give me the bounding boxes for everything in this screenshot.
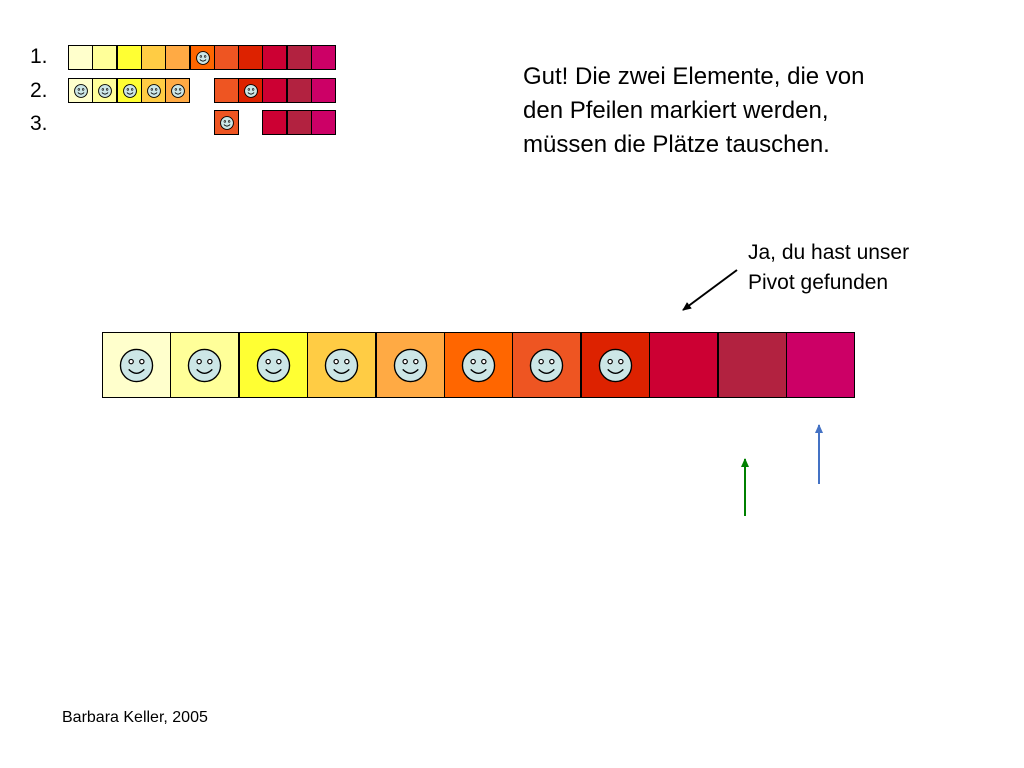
- smiley-face-icon: [324, 348, 359, 383]
- array-cell-2: [170, 332, 240, 398]
- smiley-face-icon: [219, 116, 234, 130]
- smiley-face-icon: [74, 84, 88, 98]
- pivot-pointer-arrow: [682, 269, 738, 311]
- smiley-face-icon: [256, 348, 291, 383]
- step-2-cell-11: [311, 78, 336, 103]
- step-1-cell-11: [311, 45, 336, 70]
- explanation-line-3: müssen die Plätze tauschen.: [523, 131, 830, 158]
- array-cell-9: [649, 332, 719, 398]
- smiley-face-icon: [393, 348, 427, 383]
- step-3-cell-11: [311, 110, 336, 135]
- array-cell-5: [375, 332, 445, 398]
- row-label-2: 2.: [30, 79, 48, 102]
- smiley-face-icon: [147, 84, 161, 98]
- smiley-face-icon: [119, 348, 154, 383]
- array-cell-1: [102, 332, 171, 398]
- row-label-1: 1.: [30, 45, 48, 68]
- array-cell-8: [580, 332, 650, 398]
- smiley-face-icon: [598, 348, 633, 383]
- explanation-text: Gut! Die zwei Elemente, die von den Pfei…: [523, 60, 963, 162]
- step-1-cell-3: [116, 45, 142, 70]
- array-cell-11: [786, 332, 855, 398]
- step-2-cell-1: [68, 78, 93, 103]
- credit-text: Barbara Keller, 2005: [62, 709, 208, 726]
- step-2-cell-4: [140, 78, 166, 103]
- row-label-3: 3.: [30, 112, 48, 135]
- step-2-cell-5: [165, 78, 191, 103]
- array-cell-3: [238, 332, 308, 398]
- pivot-note-line-2: Pivot gefunden: [748, 271, 889, 294]
- array-cell-6: [444, 332, 513, 398]
- step-3-cell-7: [213, 110, 239, 135]
- smiley-face-icon: [195, 51, 210, 65]
- array-cell-4: [307, 332, 377, 398]
- pivot-note: Ja, du hast unser Pivot gefunden: [748, 238, 988, 298]
- explanation-line-2: den Pfeilen markiert werden,: [523, 97, 829, 124]
- array-cell-7: [512, 332, 582, 398]
- step-2-cell-2: [92, 78, 118, 103]
- step-1-cell-9: [262, 45, 288, 70]
- smiley-face-icon: [188, 348, 222, 383]
- smiley-face-icon: [122, 84, 137, 98]
- pivot-note-line-1: Ja, du hast unser: [748, 241, 910, 264]
- explanation-line-1: Gut! Die zwei Elemente, die von: [523, 63, 865, 90]
- step-1-cell-8: [238, 45, 264, 70]
- smiley-face-icon: [461, 348, 496, 383]
- smiley-face-icon: [98, 84, 113, 98]
- smiley-face-icon: [244, 84, 258, 98]
- array-cell-10: [717, 332, 787, 398]
- smiley-face-icon: [530, 348, 564, 383]
- smiley-face-icon: [171, 84, 186, 98]
- step-1-cell-5: [165, 45, 191, 70]
